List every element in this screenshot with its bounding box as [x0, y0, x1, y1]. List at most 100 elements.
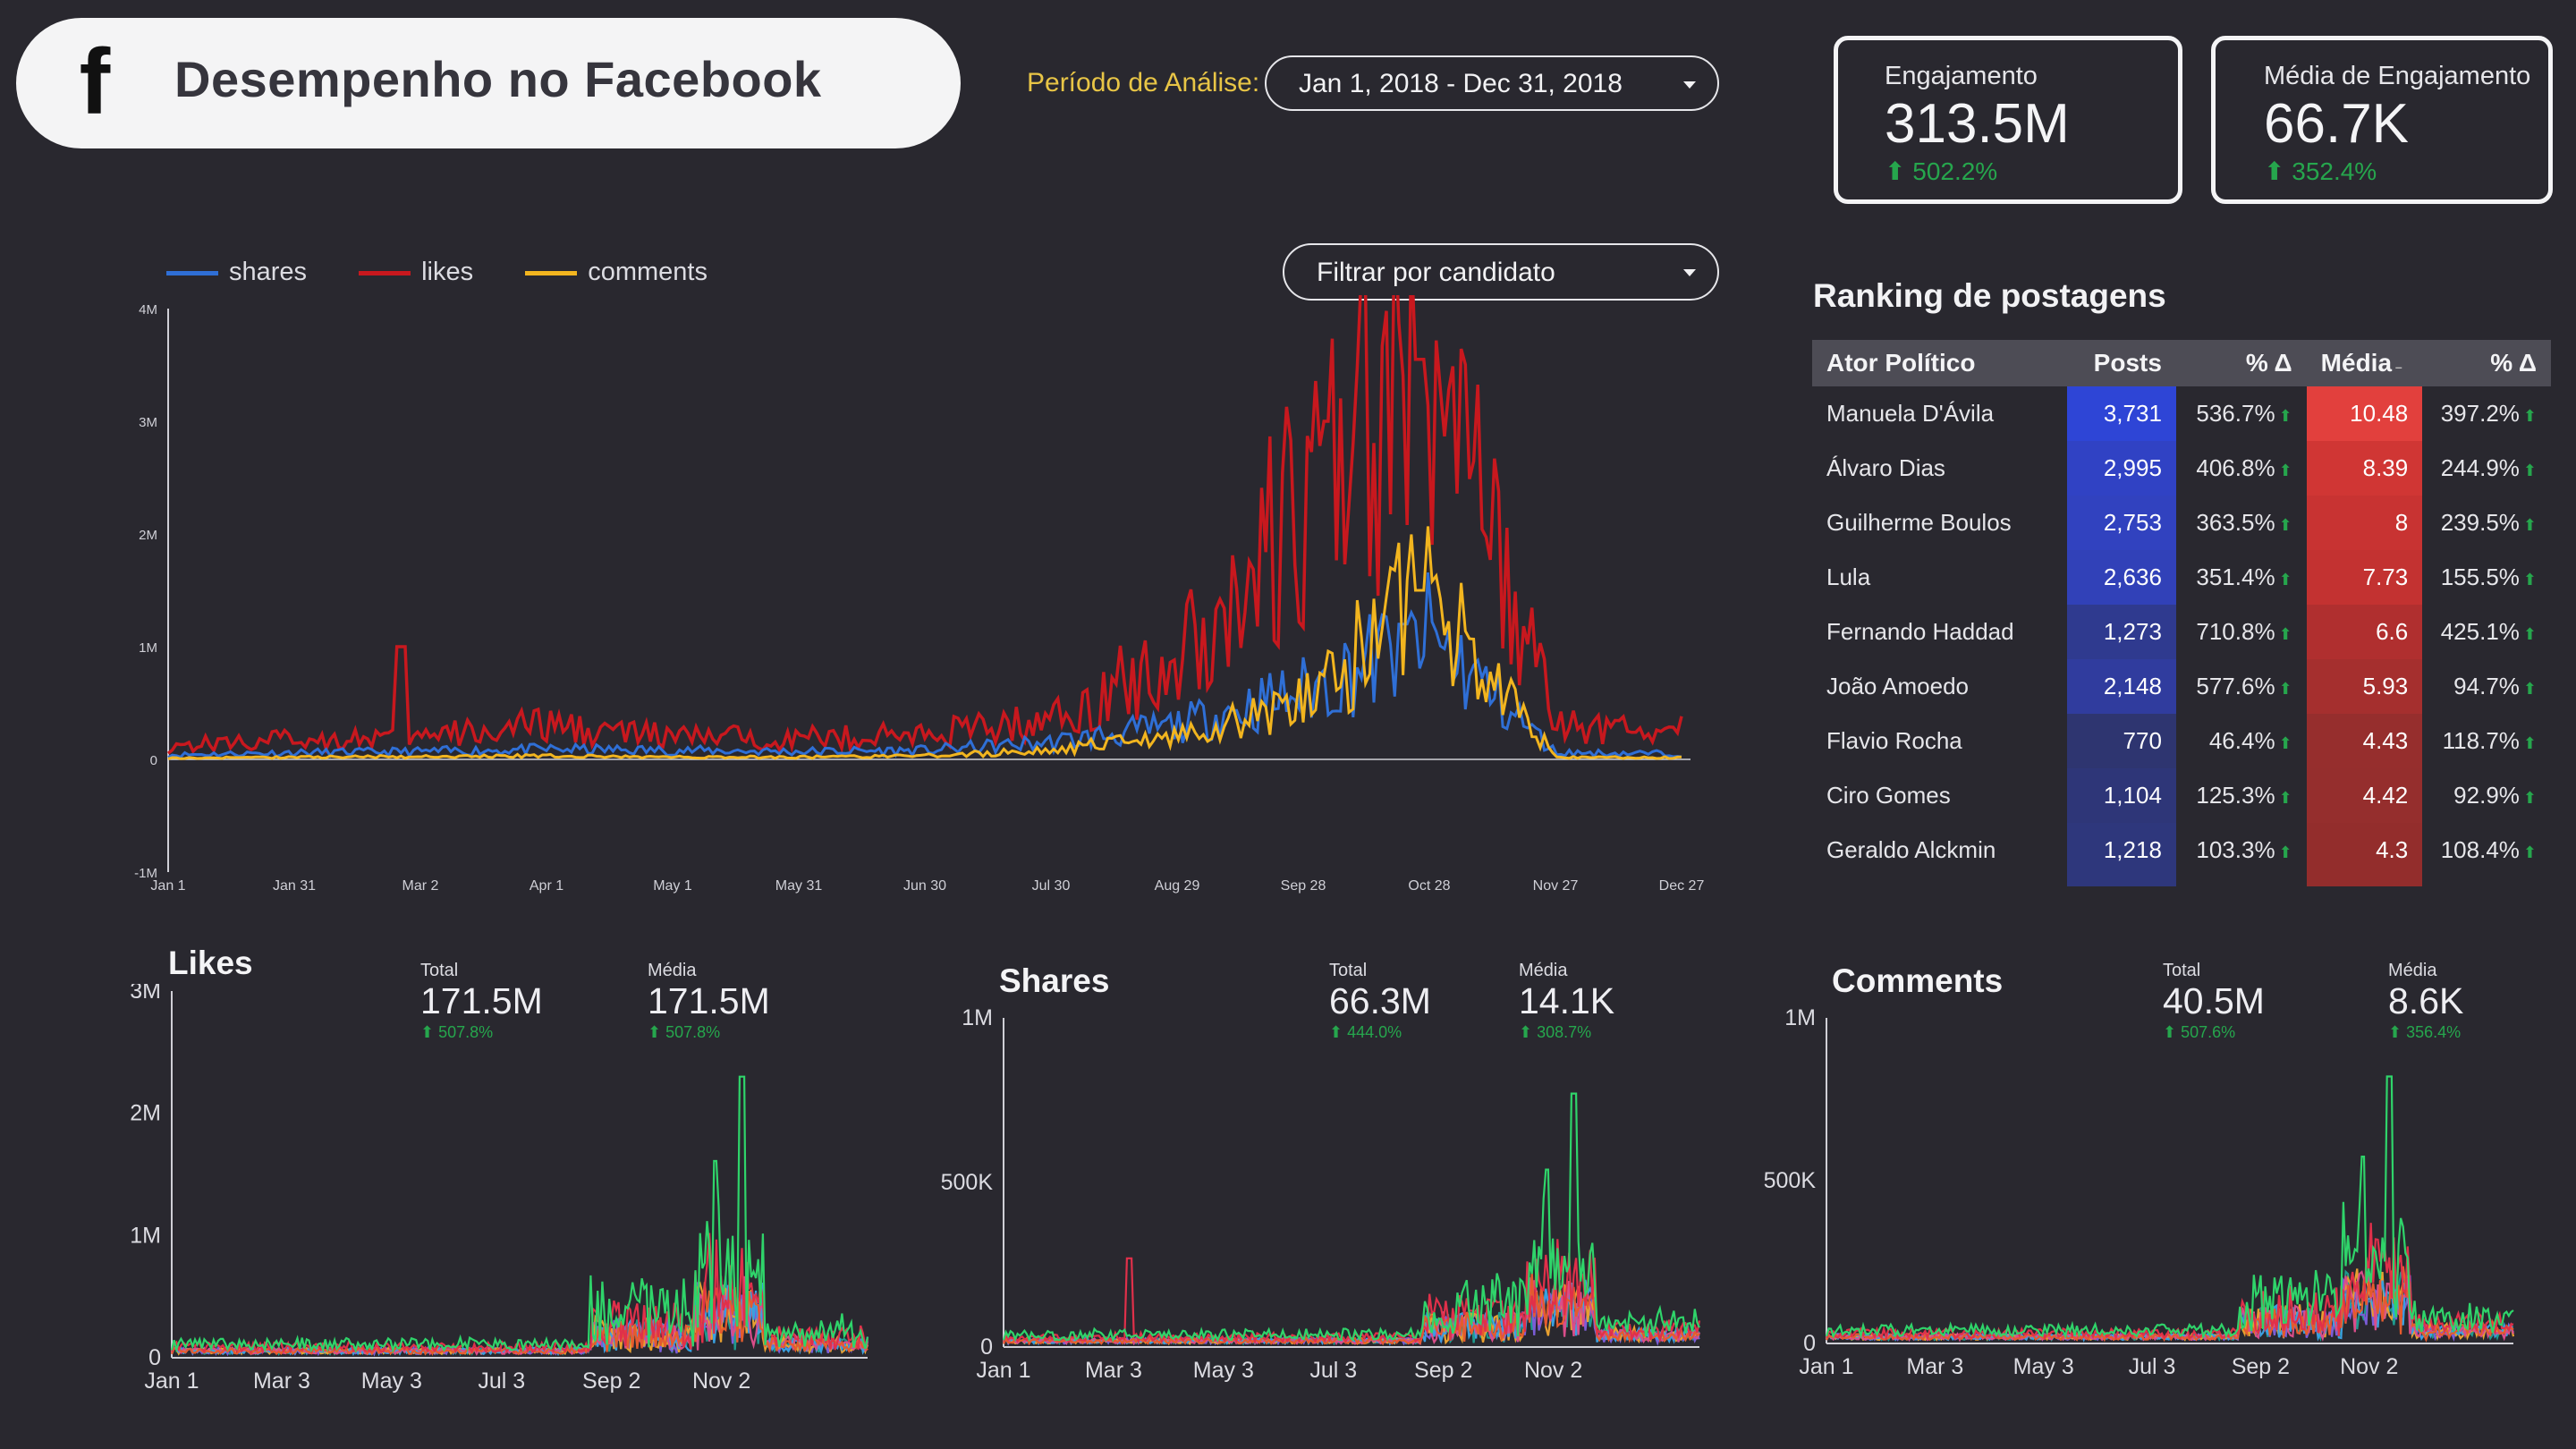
x-tick-label: Dec 27: [1659, 878, 1705, 894]
likes-chart-title: Likes: [168, 945, 253, 981]
table-row[interactable]: Fernando Haddad 1,273 710.8% ⬆ 6.6 425.1% ⬆: [1812, 605, 2551, 659]
table-row[interactable]: Manuela D'Ávila 3,731 536.7% ⬆ 10.48 397.2% ⬆: [1812, 386, 2551, 441]
arrow-up-icon: ⬆: [2522, 516, 2537, 534]
x-tick-label: May 3: [361, 1368, 422, 1394]
x-tick-label: Jan 1: [1799, 1354, 1853, 1379]
col-media-change[interactable]: % Δ: [2422, 340, 2551, 386]
y-tick-label: -1M: [134, 866, 157, 881]
posts-change-cell: 351.4% ⬆: [2196, 564, 2292, 590]
chevron-down-icon: [1683, 269, 1696, 276]
media-change-cell: 118.7% ⬆: [2442, 727, 2537, 754]
candidate-filter-select[interactable]: Filtrar por candidato: [1283, 243, 1719, 301]
dashboard-header: [16, 18, 961, 148]
table-row-overflow: [1812, 877, 2551, 886]
series-line-likes[interactable]: [166, 295, 1683, 755]
posts-cell: 2,636: [2067, 550, 2176, 605]
likes-mini-chart: 0 1M 2M 3M Jan 1 Mar 3 May 3 Jul 3 Sep 2 Nov 2: [130, 984, 869, 1394]
media-cell: 4.42: [2306, 768, 2423, 823]
media-cell: 4.3: [2306, 823, 2423, 877]
arrow-up-icon: ⬆: [2522, 843, 2537, 861]
likes-total-label: Total: [420, 961, 459, 980]
arrow-up-icon: ⬆: [2522, 407, 2537, 425]
x-tick-label: May 31: [775, 878, 823, 894]
media-cell: 6.6: [2306, 605, 2423, 659]
facebook-icon: f: [79, 30, 111, 134]
arrow-up-icon: ⬆: [2278, 407, 2292, 425]
x-tick-label: Nov 2: [692, 1368, 750, 1394]
kpi-engajamento: Engajamento 313.5M ⬆ 502.2%: [1834, 36, 2182, 204]
posts-change-cell: 125.3% ⬆: [2196, 782, 2292, 809]
col-posts-change[interactable]: % Δ: [2175, 340, 2307, 386]
ranking-table: Ator Político Posts % Δ Média – % Δ Manu…: [1812, 340, 2551, 886]
arrow-up-icon: ⬆: [2278, 843, 2292, 861]
arrow-up-icon: ⬆: [2278, 789, 2292, 807]
legend-item-likes[interactable]: likes: [359, 258, 473, 287]
legend-item-shares[interactable]: shares: [166, 258, 307, 287]
table-row[interactable]: Ciro Gomes 1,104 125.3% ⬆ 4.42 92.9% ⬆: [1812, 768, 2551, 823]
table-row[interactable]: Guilherme Boulos 2,753 363.5% ⬆ 8 239.5% ⬆: [1812, 496, 2551, 550]
col-posts[interactable]: Posts: [2067, 340, 2176, 386]
name: João Amoedo: [1826, 673, 1970, 699]
y-tick-label: 1M: [1784, 1005, 1816, 1030]
legend-item-comments[interactable]: comments: [525, 258, 708, 287]
date-range-select[interactable]: Jan 1, 2018 - Dec 31, 2018: [1265, 55, 1719, 111]
arrow-up-icon: ⬆: [2522, 734, 2537, 752]
table-row[interactable]: João Amoedo 2,148 577.6% ⬆ 5.93 94.7% ⬆: [1812, 659, 2551, 714]
media-cell: 8.39: [2306, 441, 2423, 496]
series-line[interactable]: [1002, 1092, 1701, 1343]
table-row[interactable]: Álvaro Dias 2,995 406.8% ⬆ 8.39 244.9% ⬆: [1812, 441, 2551, 496]
x-tick-label: Mar 3: [1906, 1354, 1963, 1379]
arrow-up-icon: ⬆: [2278, 516, 2292, 534]
comments-total-change: ⬆ 507.6%: [2163, 1023, 2236, 1041]
x-tick-label: Jan 1: [144, 1368, 199, 1394]
col-media[interactable]: Média –: [2306, 340, 2423, 386]
arrow-up-icon: ⬆: [2522, 789, 2537, 807]
name: Manuela D'Ávila: [1826, 400, 1995, 427]
shares-avg-label: Média: [1519, 961, 1568, 980]
x-tick-label: May 1: [653, 878, 692, 894]
series-line-shares[interactable]: [167, 572, 1682, 759]
series-line[interactable]: [1826, 1266, 2514, 1343]
kpi-label: Média de Engajamento: [2264, 62, 2531, 90]
x-tick-label: Jul 3: [478, 1368, 525, 1394]
y-tick-label: 0: [1803, 1331, 1816, 1356]
shares-avg-change: ⬆ 308.7%: [1519, 1023, 1592, 1041]
arrow-up-icon: ⬆: [2522, 680, 2537, 698]
media-change-cell: 425.1% ⬆: [2440, 618, 2537, 645]
x-tick-label: Jan 1: [976, 1358, 1030, 1383]
table-row[interactable]: Flavio Rocha 770 46.4% ⬆ 4.43 118.7% ⬆: [1812, 714, 2551, 768]
series-line-comments[interactable]: [167, 526, 1682, 760]
x-tick-label: Jan 1: [150, 878, 185, 894]
series-line[interactable]: [170, 1282, 869, 1357]
y-tick-label: 1M: [139, 640, 157, 656]
y-tick-label: 0: [148, 1345, 161, 1370]
likes-total-change: ⬆ 507.8%: [420, 1023, 494, 1041]
shares-avg-value: 14.1K: [1519, 980, 1615, 1021]
x-tick-label: Oct 28: [1408, 878, 1450, 894]
chart-legend: shares likes comments: [166, 258, 752, 287]
y-tick-label: 1M: [130, 1223, 161, 1248]
comments-total-label: Total: [2163, 961, 2201, 980]
posts-change-cell: 536.7% ⬆: [2196, 400, 2292, 427]
media-cell: 5.93: [2306, 659, 2423, 714]
kpi-change: ⬆ 352.4%: [2264, 157, 2377, 185]
name: Lula: [1826, 564, 1871, 590]
x-tick-label: Nov 27: [1533, 878, 1579, 894]
page-title: Desempenho no Facebook: [174, 51, 822, 107]
posts-change-cell: 363.5% ⬆: [2196, 509, 2292, 536]
media-change-cell: 108.4% ⬆: [2440, 836, 2537, 863]
x-tick-label: May 3: [1193, 1358, 1254, 1383]
name: Guilherme Boulos: [1826, 509, 2012, 536]
media-cell: 10.48: [2306, 386, 2423, 441]
y-tick-label: 2M: [130, 1101, 161, 1126]
x-tick-label: Mar 3: [253, 1368, 310, 1394]
table-row[interactable]: Lula 2,636 351.4% ⬆ 7.73 155.5% ⬆: [1812, 550, 2551, 605]
filter-label: Filtrar por candidato: [1317, 258, 1555, 287]
series-line[interactable]: [170, 1075, 869, 1354]
posts-cell: 1,104: [2067, 768, 2176, 823]
series-line[interactable]: [1825, 1075, 2514, 1340]
shares-total-value: 66.3M: [1329, 980, 1431, 1021]
col-ator-politico[interactable]: Ator Político: [1812, 340, 2068, 386]
posts-cell: 2,753: [2067, 496, 2176, 550]
table-row[interactable]: Geraldo Alckmin 1,218 103.3% ⬆ 4.3 108.4% ⬆: [1812, 823, 2551, 877]
